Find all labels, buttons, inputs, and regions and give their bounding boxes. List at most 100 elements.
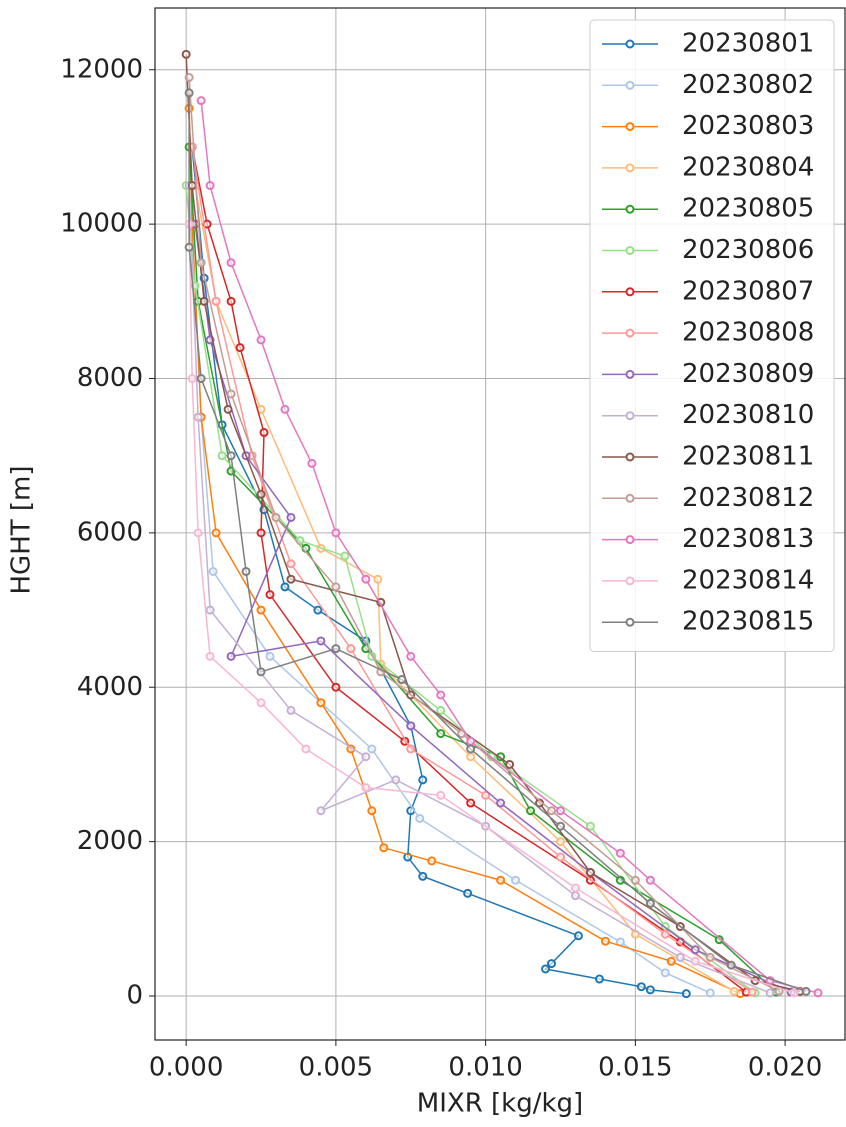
marker <box>181 49 191 59</box>
marker <box>406 721 416 731</box>
marker <box>226 651 236 661</box>
marker <box>199 296 209 306</box>
marker <box>765 988 775 998</box>
y-tick-label: 8000 <box>77 363 143 393</box>
marker <box>406 651 416 661</box>
marker <box>526 806 536 816</box>
marker <box>555 806 565 816</box>
marker <box>307 458 317 468</box>
marker <box>256 489 266 499</box>
legend-marker <box>625 452 635 462</box>
legend-marker <box>625 369 635 379</box>
marker <box>397 675 407 685</box>
legend-box <box>589 19 835 652</box>
y-axis-label: HGHT [m] <box>7 465 37 594</box>
marker <box>436 790 446 800</box>
marker <box>361 783 371 793</box>
marker <box>361 752 371 762</box>
marker <box>265 651 275 661</box>
marker <box>547 806 557 816</box>
marker <box>196 374 206 384</box>
marker <box>313 605 323 615</box>
x-tick-label: 0.020 <box>748 1053 822 1083</box>
marker <box>256 667 266 677</box>
marker <box>418 775 428 785</box>
marker <box>573 931 583 941</box>
marker <box>373 574 383 584</box>
marker <box>316 698 326 708</box>
marker <box>196 258 206 268</box>
marker <box>466 736 476 746</box>
legend-label: 20230815 <box>682 607 814 637</box>
y-tick-label: 10000 <box>60 209 143 239</box>
plot-frame <box>154 7 846 1041</box>
series-line <box>188 108 741 995</box>
marker <box>184 88 194 98</box>
marker <box>645 875 655 885</box>
legend-label: 20230801 <box>682 29 814 59</box>
marker <box>256 335 266 345</box>
series <box>187 142 757 997</box>
y-tick-label: 4000 <box>77 672 143 702</box>
marker <box>436 705 446 715</box>
marker <box>256 698 266 708</box>
marker <box>690 956 700 966</box>
legend-label: 20230808 <box>682 318 814 348</box>
marker <box>331 582 341 592</box>
y-tick-label: 0 <box>126 981 143 1011</box>
legend-marker <box>625 617 635 627</box>
marker <box>316 806 326 816</box>
marker <box>547 959 557 969</box>
marker <box>196 96 206 106</box>
marker <box>496 875 506 885</box>
series <box>184 72 784 996</box>
marker <box>585 821 595 831</box>
marker <box>280 582 290 592</box>
marker <box>660 968 670 978</box>
series-line <box>200 100 819 994</box>
marker <box>615 848 625 858</box>
marker <box>367 806 377 816</box>
marker <box>666 956 676 966</box>
marker <box>361 574 371 584</box>
marker <box>184 72 194 82</box>
marker <box>286 512 296 522</box>
series <box>184 219 799 998</box>
marker <box>813 988 823 998</box>
marker <box>379 843 389 853</box>
marker <box>418 871 428 881</box>
marker <box>726 960 736 970</box>
marker <box>675 952 685 962</box>
marker <box>636 982 646 992</box>
legend-label: 20230807 <box>682 276 814 306</box>
marker <box>594 974 604 984</box>
marker <box>427 856 437 866</box>
marker <box>496 798 506 808</box>
series-line <box>185 54 801 993</box>
marker <box>286 559 296 569</box>
marker <box>391 775 401 785</box>
marker <box>235 343 245 353</box>
marker <box>265 590 275 600</box>
marker <box>801 986 811 996</box>
marker <box>690 945 700 955</box>
marker <box>226 296 236 306</box>
marker <box>226 389 236 399</box>
marker <box>193 528 203 538</box>
marker <box>193 412 203 422</box>
marker <box>331 644 341 654</box>
marker <box>184 242 194 252</box>
legend-marker <box>625 246 635 255</box>
series-line <box>191 146 753 993</box>
marker <box>340 551 350 561</box>
marker <box>714 935 724 945</box>
marker <box>205 651 215 661</box>
legend-marker <box>625 328 635 338</box>
series-line <box>191 146 687 995</box>
series <box>184 88 811 996</box>
series-line <box>194 185 735 993</box>
marker <box>630 875 640 885</box>
legend-label: 20230806 <box>682 235 814 265</box>
marker <box>271 512 281 522</box>
